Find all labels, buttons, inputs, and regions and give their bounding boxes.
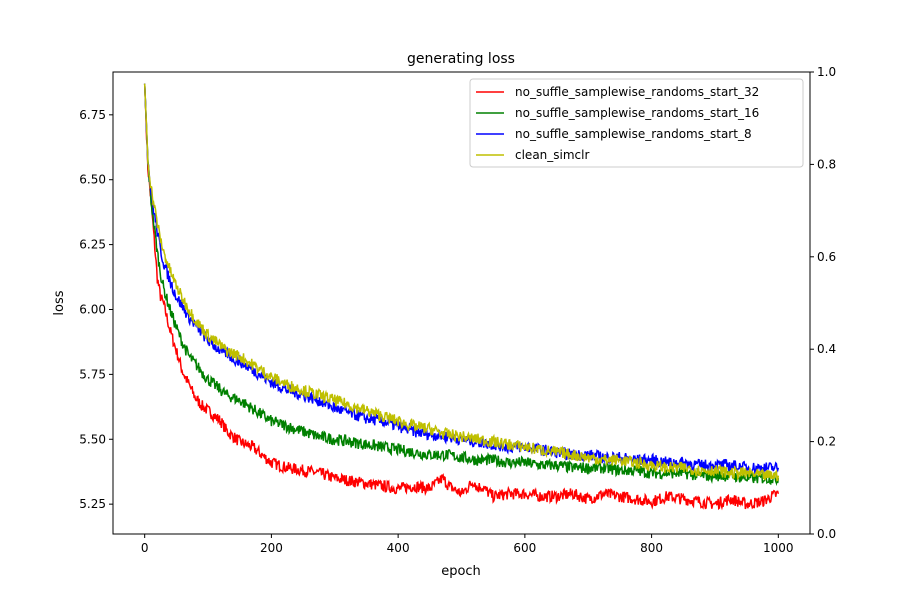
y-tick-label: 5.25 [79,497,106,511]
y2-tick-label: 0.4 [817,342,836,356]
chart-title: generating loss [407,51,515,67]
x-tick-label: 0 [141,541,149,555]
series-line-2 [143,83,780,487]
y-axis-label: loss [52,290,67,315]
y-tick-label: 6.00 [79,302,106,316]
series-line-4 [143,83,780,482]
x-tick-label: 800 [640,541,663,555]
y2-tick-label: 0.8 [817,157,836,171]
x-tick-label: 1000 [763,541,794,555]
y2-tick-label: 0.0 [817,527,836,541]
x-tick-label: 200 [260,541,283,555]
y2-tick-label: 0.2 [817,435,836,449]
x-tick-label: 400 [387,541,410,555]
legend-box [469,78,804,168]
y-tick-label: 5.50 [79,432,106,446]
y-tick-label: 6.75 [79,108,106,122]
y2-tick-label: 0.6 [817,250,836,264]
legend-label: clean_simclr [515,148,589,162]
legend-label: no_suffle_samplewise_randoms_start_8 [515,127,752,141]
legend: no_suffle_samplewise_randoms_start_32 no_… [469,78,804,168]
legend-label: no_suffle_samplewise_randoms_start_32 [515,85,759,99]
y-tick-label: 6.50 [79,173,106,187]
x-axis-label: epoch [441,564,481,579]
x-axis: 0 200 400 600 800 1000 [141,534,794,555]
y2-tick-label: 1.0 [817,65,836,79]
y-axis: 5.25 5.50 5.75 6.00 6.25 6.50 6.75 [79,108,113,511]
legend-label: no_suffle_samplewise_randoms_start_16 [515,106,759,120]
y2-axis: 0.0 0.2 0.4 0.6 0.8 1.0 [810,65,836,541]
x-tick-label: 600 [513,541,536,555]
y-tick-label: 5.75 [79,367,106,381]
series-line-1 [143,83,780,511]
series-layer [143,83,780,511]
plot-frame [112,71,811,535]
y-tick-label: 6.25 [79,238,106,252]
